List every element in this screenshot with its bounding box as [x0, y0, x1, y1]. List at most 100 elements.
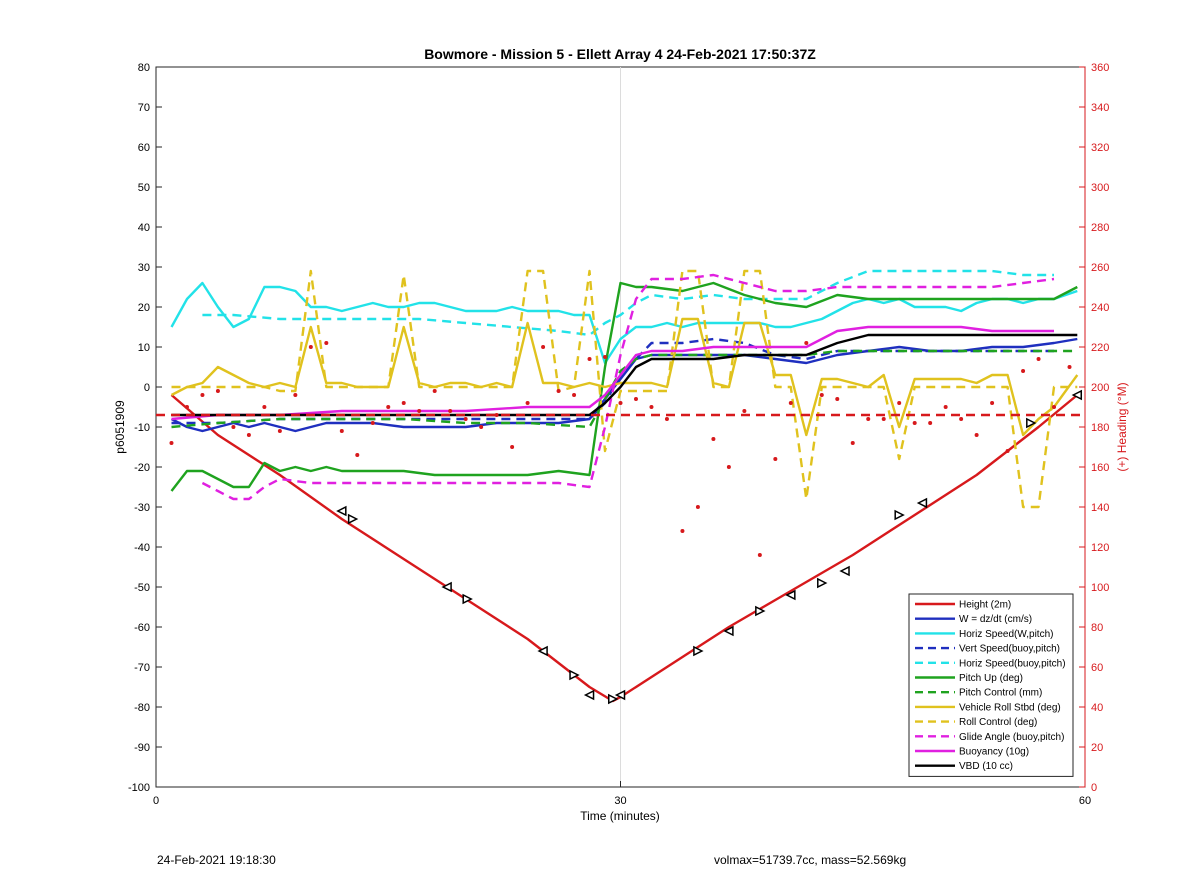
y-right-tick-label: 240 [1091, 302, 1109, 314]
heading-point [169, 441, 174, 445]
heading-point [1067, 365, 1072, 369]
waypoint-marker [693, 645, 704, 657]
y-tick-label: -10 [134, 422, 150, 434]
footer-timestamp: 24-Feb-2021 19:18:30 [157, 853, 276, 867]
heading-point [1021, 369, 1026, 373]
waypoint-marker [441, 581, 452, 593]
heading-point [788, 401, 793, 405]
x-tick-label: 30 [614, 795, 626, 807]
heading-point [1036, 357, 1041, 361]
y-right-tick-label: 280 [1091, 222, 1109, 234]
waypoint-marker [583, 689, 595, 701]
waypoint-marker [569, 669, 580, 681]
y-tick-label: -20 [134, 462, 150, 474]
heading-point [494, 413, 499, 417]
y-right-tick-label: 320 [1091, 142, 1109, 154]
heading-point [200, 393, 205, 397]
y-right-tick-label: 200 [1091, 382, 1109, 394]
heading-point [649, 405, 654, 409]
legend-entry: VBD (10 cc) [959, 761, 1013, 772]
heading-point [711, 437, 716, 441]
heading-point [556, 389, 561, 393]
legend-entry: Pitch Control (mm) [959, 688, 1042, 699]
x-tick-label: 60 [1079, 795, 1091, 807]
heading-point [448, 409, 453, 413]
heading-point [974, 433, 979, 437]
y-right-tick-label: 180 [1091, 422, 1109, 434]
heading-point [664, 417, 669, 421]
heading-point [959, 417, 964, 421]
heading-point [308, 345, 313, 349]
waypoint-marker [755, 605, 766, 617]
y-right-tick-label: 120 [1091, 542, 1109, 554]
waypoint-marker [839, 565, 850, 577]
legend-entry: Pitch Up (deg) [959, 673, 1023, 684]
series-w-dz-dt-cm-s [170, 337, 1078, 433]
y-right-tick-label: 100 [1091, 582, 1109, 594]
heading-point [1005, 449, 1010, 453]
y-right-tick-label: 360 [1091, 62, 1109, 74]
heading-point [355, 453, 360, 457]
waypoint-marker [537, 645, 548, 657]
heading-point [618, 401, 623, 405]
legend-entry: Horiz Speed(W,pitch) [959, 629, 1053, 640]
legend-box [908, 593, 1074, 777]
x-axis-label: Time (minutes) [580, 809, 660, 823]
legend-entry: W = dz/dt (cm/s) [959, 614, 1032, 625]
heading-point [603, 355, 608, 359]
heading-point [726, 465, 731, 469]
y-tick-label: -60 [134, 622, 150, 634]
series-glide-angle-buoy-pitch [201, 273, 1055, 501]
legend-entry: Buoyancy (10g) [959, 747, 1029, 758]
heading-point [541, 345, 546, 349]
heading-point [246, 433, 251, 437]
waypoint-marker [614, 689, 626, 701]
series-pitch-control-mm [171, 349, 1078, 429]
heading-point [819, 393, 824, 397]
heading-point [324, 341, 329, 345]
heading-point [370, 421, 375, 425]
heading-point [773, 457, 778, 461]
waypoint-marker [785, 589, 796, 601]
heading-point [525, 401, 530, 405]
heading-point [680, 529, 685, 533]
waypoint-marker [1026, 417, 1037, 429]
heading-point [231, 425, 236, 429]
y-right-tick-label: 140 [1091, 502, 1109, 514]
heading-point [572, 393, 577, 397]
series-heading-measured [169, 341, 1072, 557]
heading-point [943, 405, 948, 409]
y-axis-right-label: (+) Heading (°M) [1115, 382, 1129, 471]
heading-point [757, 553, 762, 557]
y-tick-label: 30 [138, 262, 150, 274]
heading-point [633, 397, 638, 401]
legend-entry: Horiz Speed(buoy,pitch) [959, 658, 1066, 669]
y-tick-label: 60 [138, 142, 150, 154]
heading-point [215, 389, 220, 393]
y-right-tick-label: 0 [1091, 782, 1097, 794]
series-horiz-speed-buoy-pitch [202, 269, 1054, 337]
y-tick-label: 80 [138, 62, 150, 74]
series-vehicle-roll-stbd-deg [170, 317, 1079, 437]
y-right-tick-label: 40 [1091, 702, 1103, 714]
heading-point [804, 341, 809, 345]
y-right-tick-label: 220 [1091, 342, 1109, 354]
y-tick-label: 70 [138, 102, 150, 114]
series-horiz-speed-w-pitch [170, 281, 1078, 365]
legend: Height (2m) W = dz/dt (cm/s) Horiz Speed(W… [908, 593, 1074, 777]
y-tick-label: -100 [128, 782, 150, 794]
y-tick-label: 50 [138, 182, 150, 194]
heading-point [463, 417, 468, 421]
plot-area: 0 30 60-100-90-80-70-60-50-40-30-20-100102… [128, 62, 1109, 807]
y-tick-label: 40 [138, 222, 150, 234]
waypoint-marker [462, 593, 473, 605]
y-tick-label: -70 [134, 662, 150, 674]
y-tick-label: -90 [134, 742, 150, 754]
heading-point [293, 393, 298, 397]
heading-point [262, 405, 267, 409]
y-tick-label: -50 [134, 582, 150, 594]
y-tick-label: 20 [138, 302, 150, 314]
heading-point [912, 421, 917, 425]
y-axis-label: p6051909 [113, 400, 127, 454]
series-waypoint-markers [336, 389, 1083, 705]
